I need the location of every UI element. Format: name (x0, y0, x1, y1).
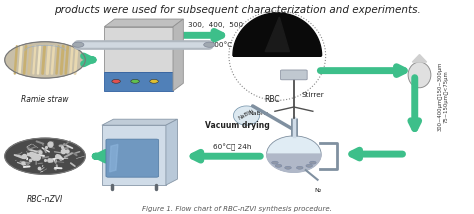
FancyBboxPatch shape (281, 70, 307, 80)
Circle shape (306, 164, 312, 167)
Circle shape (285, 166, 292, 169)
Polygon shape (412, 55, 427, 62)
Circle shape (310, 161, 316, 164)
Polygon shape (109, 144, 118, 172)
Text: 60°C； 24h: 60°C； 24h (213, 144, 251, 151)
FancyBboxPatch shape (104, 27, 173, 72)
Circle shape (150, 79, 158, 83)
Text: Vacuum drying: Vacuum drying (205, 121, 269, 130)
Circle shape (204, 42, 215, 47)
Polygon shape (233, 13, 321, 56)
Circle shape (296, 166, 303, 169)
Polygon shape (266, 154, 321, 172)
Text: RBC: RBC (265, 95, 280, 104)
Text: Stirrer: Stirrer (301, 92, 324, 98)
Text: N₂: N₂ (314, 188, 321, 193)
Polygon shape (166, 119, 177, 185)
Circle shape (131, 79, 139, 83)
Polygon shape (102, 119, 177, 125)
Ellipse shape (233, 106, 260, 125)
Circle shape (73, 42, 84, 47)
Text: 300~400μm；150~300μm
75~150μm；<75μm: 300~400μm；150~300μm 75~150μm；<75μm (438, 62, 448, 131)
Text: NaBH₄: NaBH₄ (248, 111, 268, 116)
Text: 600,  700°C: 600, 700°C (189, 42, 233, 48)
Text: Ramie straw: Ramie straw (21, 95, 69, 104)
Polygon shape (104, 19, 183, 27)
Circle shape (275, 164, 282, 167)
FancyBboxPatch shape (104, 72, 173, 91)
Text: NaBH₄: NaBH₄ (237, 108, 255, 121)
Circle shape (5, 42, 85, 78)
Text: 300,  400,  500: 300, 400, 500 (188, 22, 243, 28)
Circle shape (112, 79, 120, 83)
Text: RBC-nZVI: RBC-nZVI (27, 195, 63, 204)
Text: Figure 1. Flow chart of RBC-nZVI synthesis procedure.: Figure 1. Flow chart of RBC-nZVI synthes… (142, 206, 332, 212)
Ellipse shape (266, 136, 321, 172)
Polygon shape (173, 19, 183, 91)
FancyBboxPatch shape (102, 125, 166, 185)
Circle shape (272, 161, 278, 164)
Polygon shape (265, 17, 289, 52)
FancyBboxPatch shape (106, 139, 159, 177)
Ellipse shape (408, 62, 431, 88)
Circle shape (5, 138, 85, 174)
Text: products were used for subsequent characterization and experiments.: products were used for subsequent charac… (54, 5, 420, 15)
